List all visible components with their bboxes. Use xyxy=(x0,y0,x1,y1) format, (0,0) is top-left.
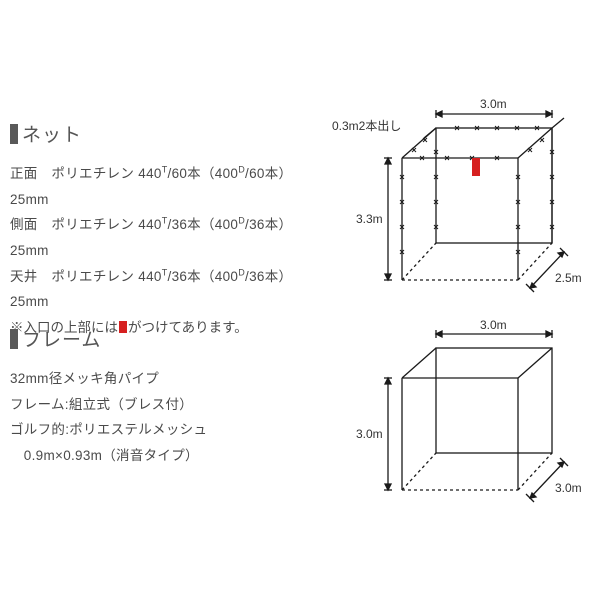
frame-specs: 32mm径メッキ角パイプ フレーム:組立式（ブレス付） ゴルフ的:ポリエステルメ… xyxy=(10,366,310,469)
diagram-frame: 3.0m 3.0m 3.0m xyxy=(330,320,595,520)
frame-svg: 3.0m 3.0m 3.0m xyxy=(330,320,595,520)
section-net: ネット 正面 ポリエチレン 440T/60本（400D/60本）25mm 側面 … xyxy=(0,120,310,340)
net-header: ネット xyxy=(10,120,310,147)
frame-title: フレーム xyxy=(22,325,101,352)
net-specs: 正面 ポリエチレン 440T/60本（400D/60本）25mm 側面 ポリエチ… xyxy=(10,161,310,340)
dim-height-1: 3.3m xyxy=(356,212,383,226)
frame-line-3: ゴルフ的:ポリエステルメッシュ xyxy=(10,417,310,443)
dim-depth-1: 2.5m xyxy=(555,271,582,285)
frame-line-1: 32mm径メッキ角パイプ xyxy=(10,366,310,392)
dim-width-2: 3.0m xyxy=(480,320,507,332)
diagram-net: 3.0m 0.3m2本出し 3.3m 2.5m xyxy=(330,80,595,310)
dim-topnote: 0.3m2本出し xyxy=(332,119,401,133)
spec-side: 側面 ポリエチレン 440T/36本（400D/36本）25mm xyxy=(10,212,310,263)
frame-header: フレーム xyxy=(10,325,310,352)
net-svg: 3.0m 0.3m2本出し 3.3m 2.5m xyxy=(330,80,595,310)
header-bar-icon xyxy=(10,329,18,349)
frame-line-2: フレーム:組立式（ブレス付） xyxy=(10,392,310,418)
dim-height-2: 3.0m xyxy=(356,427,383,441)
net-title: ネット xyxy=(22,120,82,147)
frame-line-4: 0.9m×0.93m（消音タイプ） xyxy=(10,443,310,469)
dim-width-1: 3.0m xyxy=(480,97,507,111)
dim-depth-2: 3.0m xyxy=(555,481,582,495)
section-frame: フレーム 32mm径メッキ角パイプ フレーム:組立式（ブレス付） ゴルフ的:ポリ… xyxy=(0,325,310,469)
spec-ceiling: 天井 ポリエチレン 440T/36本（400D/36本）25mm xyxy=(10,264,310,315)
header-bar-icon xyxy=(10,124,18,144)
spec-front: 正面 ポリエチレン 440T/60本（400D/60本）25mm xyxy=(10,161,310,212)
